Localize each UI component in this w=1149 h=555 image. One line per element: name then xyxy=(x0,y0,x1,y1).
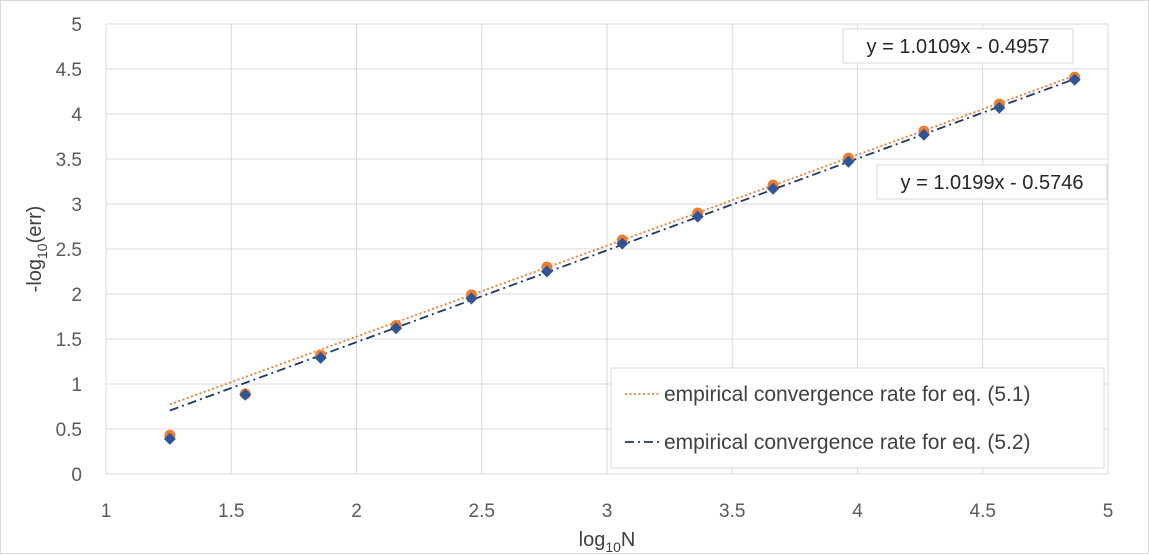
gridlines xyxy=(105,23,1109,475)
legend: empirical convergence rate for eq. (5.1)… xyxy=(610,367,1105,469)
point-series-2 xyxy=(616,237,629,250)
legend-label-1: empirical convergence rate for eq. (5.1) xyxy=(664,383,1031,406)
x-tick-label: 1.5 xyxy=(218,501,244,522)
point-series-2 xyxy=(691,210,704,223)
point-series-2 xyxy=(993,101,1006,114)
point-series-2 xyxy=(842,155,855,168)
trendline-equation-1: y = 1.0109x - 0.4957 xyxy=(867,36,1050,58)
point-series-2 xyxy=(239,388,252,401)
point-series-2 xyxy=(917,128,930,141)
y-tick-label: 3 xyxy=(71,195,82,216)
y-axis-title-group: -log10(err) xyxy=(24,206,50,293)
x-tick-label: 2.5 xyxy=(469,501,495,522)
x-tick-label: 4.5 xyxy=(970,501,996,522)
tick-labels: 0 0.5 1 1.5 2 2.5 3 3.5 4 4.5 5 1 1.5 2 2.5 3 3.5 4 4.5 5 xyxy=(56,15,1114,522)
x-tick-label: 2 xyxy=(351,501,362,522)
y-tick-label: 3.5 xyxy=(56,150,82,171)
y-tick-label: 2 xyxy=(71,285,82,306)
y-tick-label: 2.5 xyxy=(56,240,82,261)
y-tick-label: 1.5 xyxy=(56,330,82,351)
point-series-2 xyxy=(540,265,553,278)
y-tick-label: 0 xyxy=(71,465,82,486)
y-tick-label: 1 xyxy=(71,375,82,396)
x-tick-label: 3.5 xyxy=(719,501,745,522)
x-tick-label: 5 xyxy=(1103,501,1114,522)
legend-box xyxy=(610,367,1105,469)
y-tick-label: 4.5 xyxy=(56,60,82,81)
trendline-equation-2: y = 1.0199x - 0.5746 xyxy=(901,172,1084,194)
point-series-2 xyxy=(1068,73,1081,86)
x-tick-label: 3 xyxy=(602,501,613,522)
data-points xyxy=(163,71,1081,445)
y-axis-title: -log10(err) xyxy=(24,206,50,293)
y-tick-label: 0.5 xyxy=(56,420,82,441)
x-tick-label: 1 xyxy=(101,501,112,522)
point-series-2 xyxy=(767,182,780,195)
point-series-2 xyxy=(390,322,403,335)
y-tick-label: 4 xyxy=(71,105,82,126)
point-series-2 xyxy=(465,292,478,305)
trendline-equations: y = 1.0109x - 0.4957 y = 1.0199x - 0.5746 xyxy=(842,28,1108,200)
equation-box xyxy=(842,28,1074,64)
x-axis-title: log10N xyxy=(579,529,636,555)
legend-label-2: empirical convergence rate for eq. (5.2) xyxy=(664,431,1031,454)
x-tick-label: 4 xyxy=(852,501,863,522)
point-series-2 xyxy=(163,432,176,445)
point-series-2 xyxy=(314,351,327,364)
y-tick-label: 5 xyxy=(71,15,82,36)
equation-box xyxy=(876,164,1108,200)
